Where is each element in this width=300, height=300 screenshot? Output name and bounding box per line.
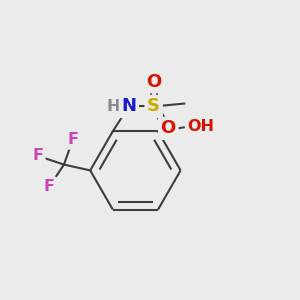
Text: O: O	[160, 119, 176, 137]
Text: F: F	[67, 132, 78, 147]
Text: OH: OH	[187, 119, 214, 134]
Text: H: H	[106, 99, 120, 114]
Text: N: N	[122, 98, 136, 116]
Text: O: O	[146, 73, 161, 91]
Text: S: S	[147, 98, 160, 116]
Text: F: F	[32, 148, 43, 163]
Text: F: F	[44, 179, 55, 194]
